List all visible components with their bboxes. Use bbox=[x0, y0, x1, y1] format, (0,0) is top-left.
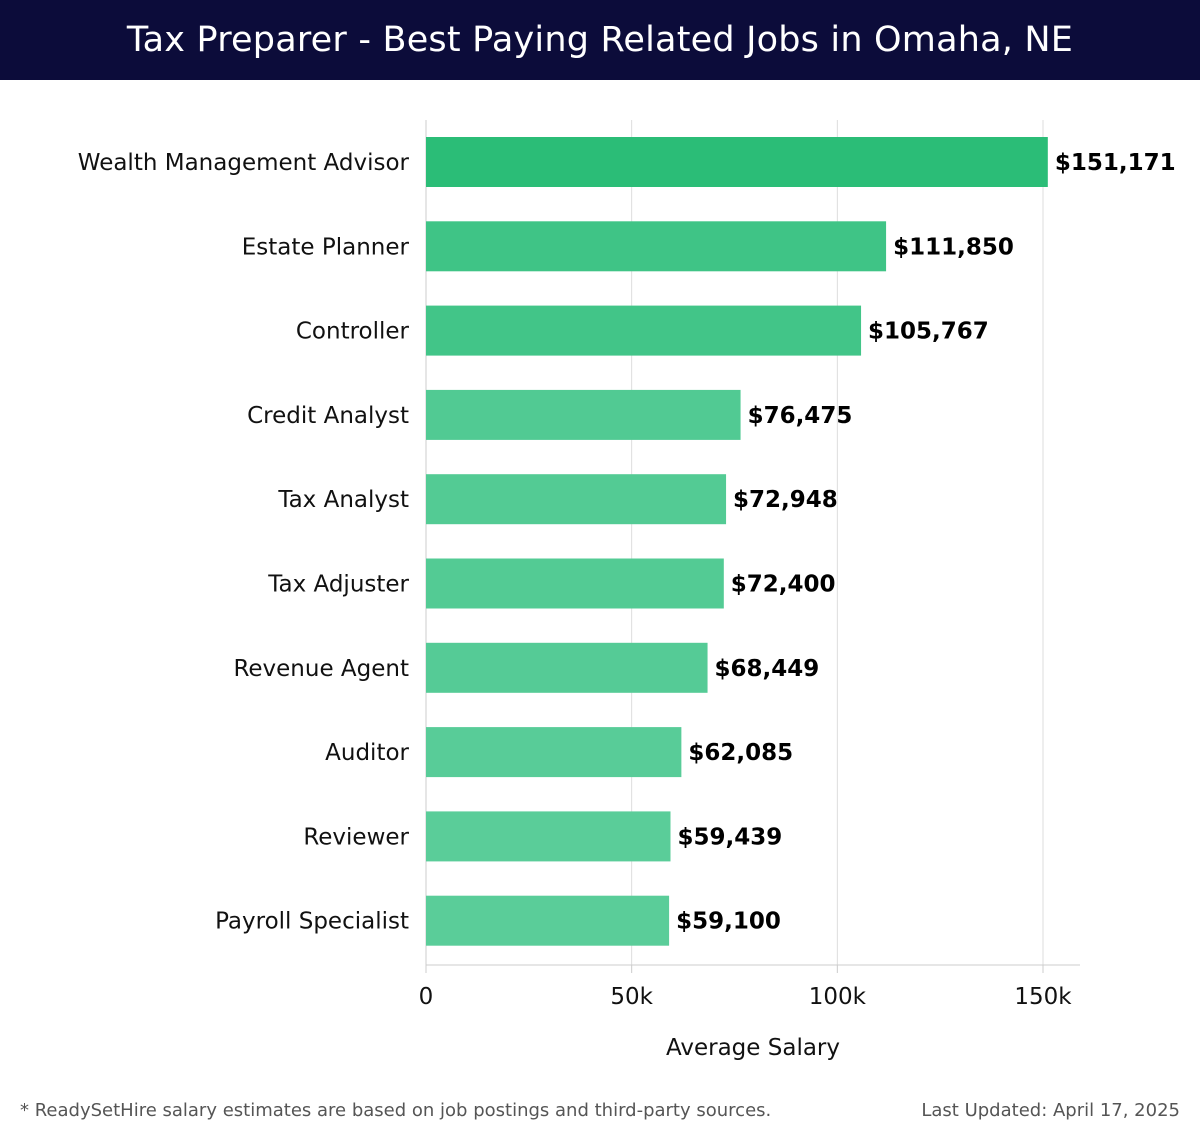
value-label: $76,475 bbox=[748, 403, 853, 429]
category-label: Tax Adjuster bbox=[267, 572, 409, 598]
x-tick-label: 150k bbox=[1014, 984, 1072, 1010]
bar bbox=[426, 305, 862, 356]
value-label: $62,085 bbox=[688, 740, 793, 766]
bar bbox=[426, 221, 887, 272]
bar bbox=[426, 895, 670, 946]
bar bbox=[426, 811, 671, 862]
value-label: $59,100 bbox=[676, 909, 781, 935]
value-label: $59,439 bbox=[677, 824, 782, 850]
category-label: Auditor bbox=[325, 740, 409, 766]
value-label: $105,767 bbox=[868, 319, 989, 345]
bar bbox=[426, 558, 724, 609]
value-label: $111,850 bbox=[893, 234, 1014, 260]
x-tick-label: 50k bbox=[610, 984, 653, 1010]
bar bbox=[426, 642, 708, 693]
x-axis-label: Average Salary bbox=[666, 1035, 840, 1061]
title-bar: Tax Preparer - Best Paying Related Jobs … bbox=[0, 0, 1200, 80]
page-title: Tax Preparer - Best Paying Related Jobs … bbox=[126, 20, 1074, 60]
category-label: Estate Planner bbox=[242, 234, 410, 260]
category-label: Wealth Management Advisor bbox=[78, 150, 410, 176]
category-label: Credit Analyst bbox=[247, 403, 409, 429]
bar bbox=[426, 727, 682, 778]
value-label: $151,171 bbox=[1055, 150, 1176, 176]
last-updated: Last Updated: April 17, 2025 bbox=[921, 1100, 1180, 1121]
x-tick-label: 0 bbox=[419, 984, 434, 1010]
category-label: Payroll Specialist bbox=[215, 909, 409, 935]
bar bbox=[426, 389, 741, 440]
value-label: $72,948 bbox=[733, 487, 838, 513]
bar bbox=[426, 474, 727, 525]
x-tick-label: 100k bbox=[809, 984, 867, 1010]
bar bbox=[426, 137, 1048, 187]
category-label: Revenue Agent bbox=[233, 656, 409, 682]
category-label: Reviewer bbox=[303, 824, 409, 850]
footer-note: * ReadySetHire salary estimates are base… bbox=[20, 1100, 772, 1121]
value-label: $72,400 bbox=[731, 572, 836, 598]
category-label: Tax Analyst bbox=[277, 487, 409, 513]
value-label: $68,449 bbox=[715, 656, 820, 682]
category-label: Controller bbox=[296, 319, 410, 345]
